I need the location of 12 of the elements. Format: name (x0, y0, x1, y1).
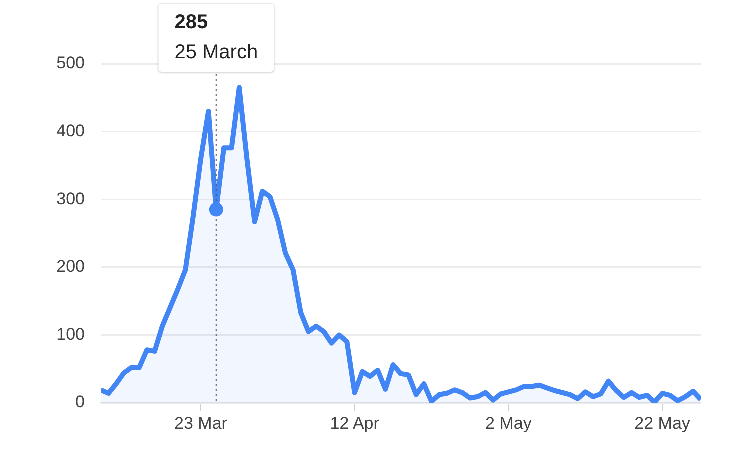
y-tick-label: 300 (56, 189, 85, 208)
x-tick-label: 12 Apr (330, 414, 380, 433)
x-tick-label: 2 May (486, 414, 532, 433)
y-tick-label: 0 (76, 392, 85, 412)
text: 25 March (174, 42, 258, 64)
y-tick-label: 400 (56, 121, 85, 140)
x-tick-label: 22 May (634, 414, 691, 433)
y-tick-label: 200 (56, 257, 85, 276)
x-tick-label: 23 Mar (174, 414, 228, 433)
y-tick-label: 500 (56, 54, 85, 73)
text: 285 (174, 12, 208, 34)
y-tick-label: 100 (56, 324, 85, 344)
